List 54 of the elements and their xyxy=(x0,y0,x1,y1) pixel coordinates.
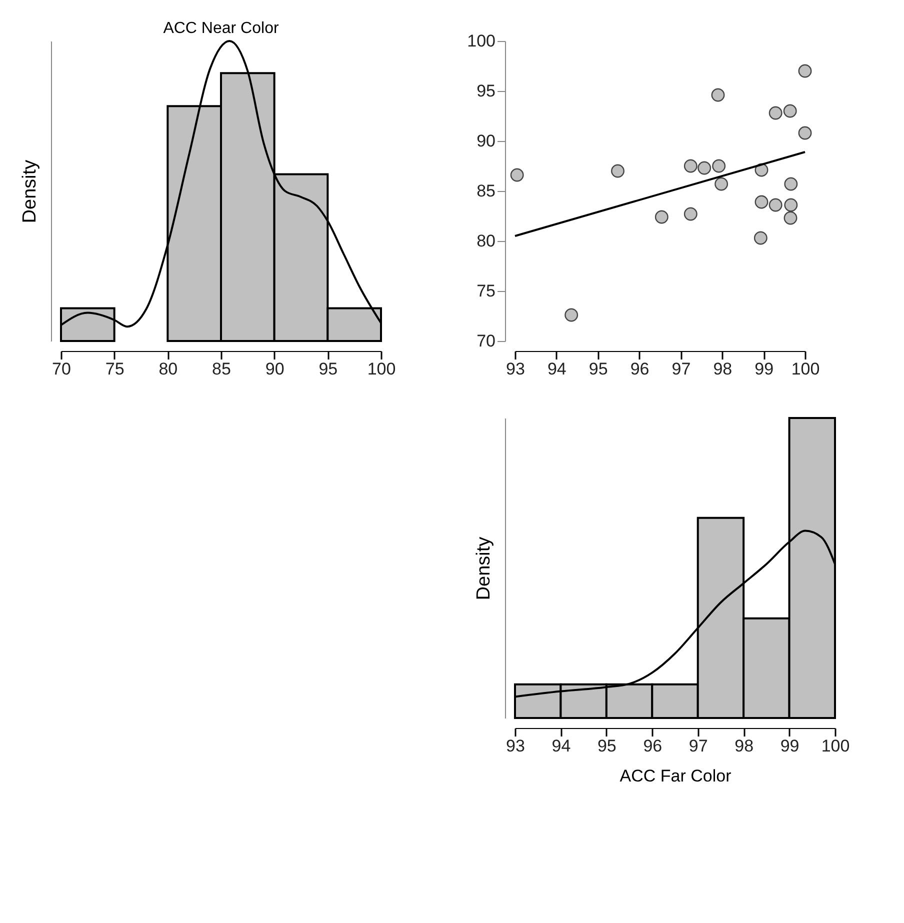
x-tick-label: 96 xyxy=(630,360,650,378)
x-tick-label: 99 xyxy=(754,360,774,378)
x-tick-label: 93 xyxy=(506,736,525,756)
x-tick-label: 97 xyxy=(688,736,708,756)
point xyxy=(754,231,768,245)
x-tick-label: 90 xyxy=(265,360,284,378)
point xyxy=(768,198,782,212)
point xyxy=(783,104,797,118)
point xyxy=(510,168,524,182)
y-tick-label: 80 xyxy=(476,232,496,250)
point xyxy=(564,308,578,322)
x-tick-label: 98 xyxy=(734,736,754,756)
y-axis-title: Density xyxy=(20,159,40,224)
x-tick-label: 98 xyxy=(713,360,732,378)
y-tick-label: 85 xyxy=(476,182,496,200)
point xyxy=(698,161,712,175)
x-tick-label: 93 xyxy=(506,360,525,378)
point xyxy=(711,88,725,102)
x-tick-label: 100 xyxy=(367,360,396,378)
x-tick-label: 100 xyxy=(821,736,850,756)
point xyxy=(798,64,812,78)
x-tick-label: 94 xyxy=(547,360,566,378)
point xyxy=(784,198,798,212)
point xyxy=(768,106,782,120)
x-tick-label: 96 xyxy=(643,736,662,756)
x-tick-label: 94 xyxy=(552,736,571,756)
x-tick-label: 85 xyxy=(212,360,231,378)
point xyxy=(754,195,768,209)
point xyxy=(798,126,812,140)
point xyxy=(784,177,798,191)
x-tick-label: 70 xyxy=(52,360,71,378)
y-tick-label: 100 xyxy=(467,32,496,50)
point xyxy=(654,210,668,224)
y-axis-title: Density xyxy=(474,536,494,600)
x-tick-label: 95 xyxy=(588,360,608,378)
x-tick-label: 95 xyxy=(597,736,616,756)
point xyxy=(611,164,624,178)
x-tick-label: 80 xyxy=(158,360,178,378)
x-tick-label: 75 xyxy=(105,360,124,378)
point xyxy=(714,177,728,191)
point xyxy=(684,159,698,173)
y-tick-label: 95 xyxy=(476,82,496,100)
point xyxy=(712,159,726,173)
x-tick-label: 100 xyxy=(791,360,820,378)
x-tick-label: 95 xyxy=(318,360,338,378)
x-axis-title: ACC Far Color xyxy=(620,766,732,786)
x-tick-label: 97 xyxy=(672,360,691,378)
chart-title: ACC Near Color xyxy=(163,20,280,37)
x-tick-label: 99 xyxy=(780,736,800,756)
point xyxy=(784,211,798,225)
point xyxy=(684,207,698,221)
y-tick-label: 90 xyxy=(476,132,496,150)
y-tick-label: 75 xyxy=(476,282,496,300)
y-tick-label: 70 xyxy=(476,332,496,350)
